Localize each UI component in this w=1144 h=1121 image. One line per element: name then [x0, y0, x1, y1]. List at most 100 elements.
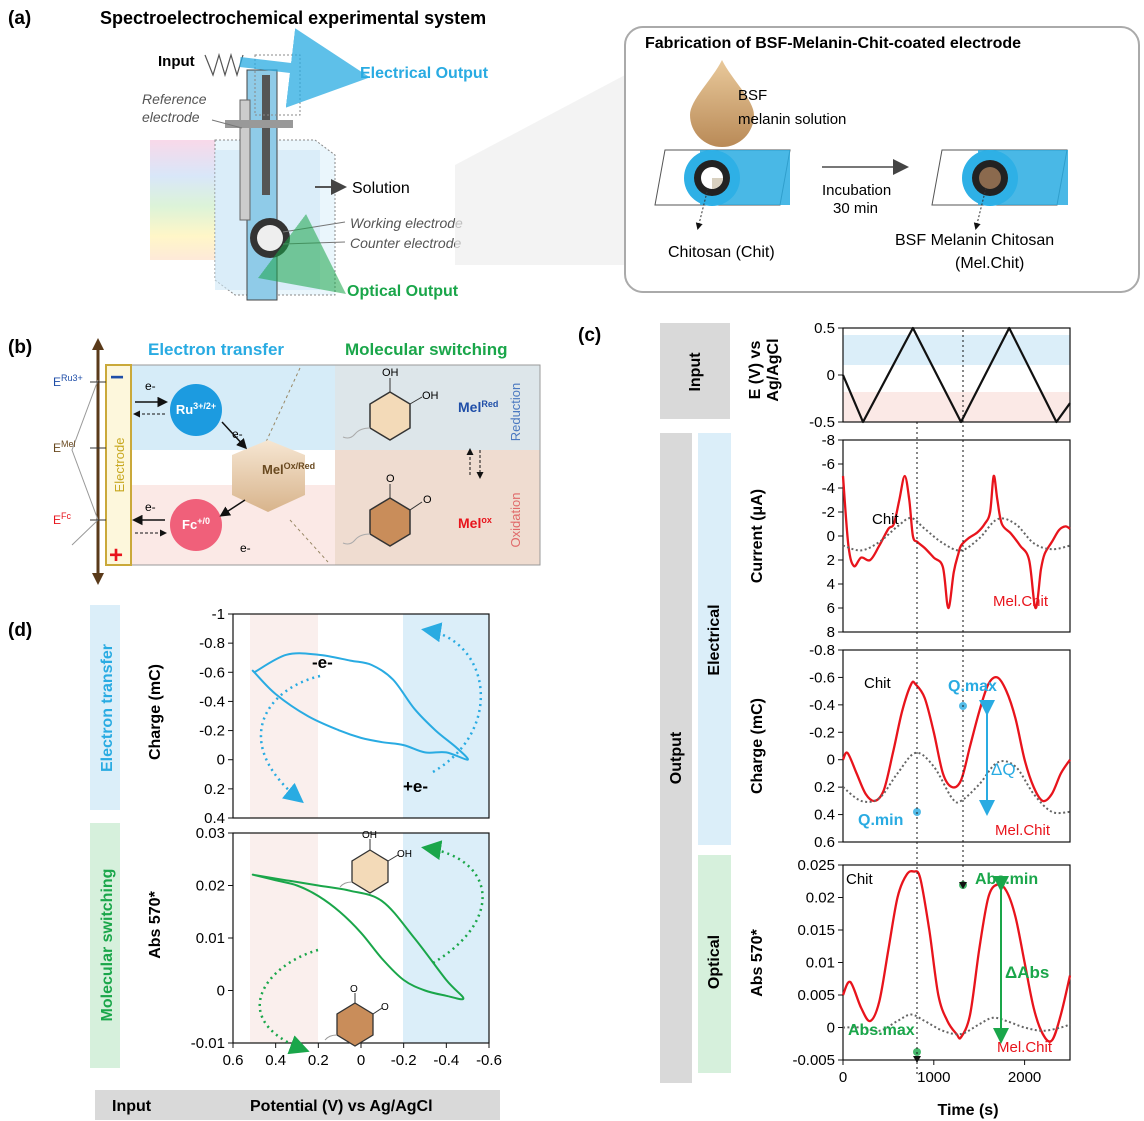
c-guide-arrow-1	[913, 1056, 921, 1063]
d-charge-ytick-label-5: -0.6	[199, 664, 225, 681]
oxidation-band-right	[335, 450, 540, 565]
oxidation-label: Oxidation	[508, 493, 523, 548]
ru-mediator-circle	[170, 384, 222, 436]
e-mel-label: EMel	[53, 439, 76, 455]
d-charge-ytick-label-3: -0.2	[199, 723, 225, 740]
c-charge-ytick-label-0: 0.6	[814, 834, 835, 851]
callout-wedge	[455, 75, 625, 265]
electrode-lead	[262, 75, 270, 195]
mel-ox-label: Melox	[458, 515, 492, 531]
d-input-bar	[95, 1090, 500, 1120]
c-ylabel-e-1: E (V) vs	[747, 341, 764, 400]
input-side-box	[660, 323, 730, 419]
d-abs-xtick-label-0: 0.6	[223, 1052, 244, 1069]
c-input-ytick-label-2: 0.5	[814, 320, 835, 337]
e-minus-2: e-	[232, 427, 243, 441]
electrode-label: Electrode	[112, 438, 127, 493]
reference-label-2: electrode	[142, 109, 200, 125]
reduction-band-left	[130, 365, 335, 450]
o-label-2: O	[423, 494, 432, 506]
electron-transfer-title: Electron transfer	[148, 340, 284, 359]
panel-d-axes: 0.4 0.2 0 -0.2 -0.4 -0.6 -0.8 -1 -0.01 0 0.01 0.02 0…	[191, 606, 502, 1069]
light-spectrum	[150, 140, 220, 260]
d-molecular-switching-label: Molecular switching	[99, 869, 116, 1022]
input-wave-icon	[204, 52, 244, 78]
panel-c-axes: -0.5 0 0.5 8 6 4 2 0 -2 -4 -6 -8 0.6 0.4 0.2 0 -0.2 -0.4 -…	[792, 320, 1071, 1086]
d-ylabel-charge: Charge (mC)	[147, 664, 164, 760]
catechol-structure-icon	[342, 378, 423, 441]
solution-label: Solution	[352, 180, 410, 197]
d-o-label-1: O	[350, 984, 358, 995]
c-current-ytick-label-7: -6	[822, 456, 835, 473]
electrical-output-label: Electrical Output	[360, 65, 489, 82]
e-minus-1: e-	[145, 379, 156, 393]
c-input-label: Input	[687, 352, 704, 392]
d-electron-transfer-label: Electron transfer	[99, 644, 116, 772]
fc-mediator-circle	[170, 499, 222, 551]
c-charge-ytick-label-3: 0	[827, 752, 835, 769]
minus-sign: −	[110, 364, 124, 391]
c-current-series-mel-chit	[841, 474, 1071, 610]
d-charge-ytick-label-6: -0.8	[199, 635, 225, 652]
panel-a-label: (a)	[8, 8, 31, 29]
d-red-band-bottom	[403, 833, 489, 1043]
d-abs-xtick-label-1: 0.4	[265, 1052, 286, 1069]
panel-c-label: (c)	[578, 325, 601, 346]
d-oh-label-1: OH	[362, 830, 377, 841]
abs-max-label: Abs.max	[848, 1022, 915, 1039]
e-minus-4: e-	[240, 541, 251, 555]
chitosan-label: Chitosan (Chit)	[668, 244, 775, 261]
c-charge-series-chit	[842, 751, 1071, 815]
c-abs-xtick-label-2: 2000	[1008, 1069, 1041, 1086]
bsf-chitosan-label-2: (Mel.Chit)	[955, 255, 1024, 272]
d-abs-ytick-label-1: 0	[217, 983, 225, 1000]
c-input-ytick-label-1: 0	[827, 367, 835, 384]
c-charge-frame	[842, 649, 1071, 843]
c-current-ytick-label-3: 2	[827, 552, 835, 569]
c-charge-ytick-label-6: -0.6	[809, 669, 835, 686]
melanin-hexagon	[232, 440, 305, 512]
input-label: Input	[158, 53, 195, 70]
d-abs-xtick-label-3: 0	[357, 1052, 365, 1069]
oh-label-2: OH	[422, 390, 439, 402]
counter-electrode-label: Counter electrode	[350, 235, 462, 251]
reduction-band-right	[335, 365, 540, 450]
bsf-label-1: BSF	[738, 87, 767, 104]
c-optical-label: Optical	[706, 935, 723, 989]
c-input-ytick-label-0: -0.5	[809, 414, 835, 431]
d-abs-xtick-label-6: -0.6	[476, 1052, 502, 1069]
melanin-drop-icon	[690, 60, 754, 147]
d-abs-arrow-right	[421, 840, 484, 965]
c-melchit-label-current: Mel.Chit	[993, 593, 1049, 610]
d-abs-xtick-label-5: -0.4	[433, 1052, 459, 1069]
d-charge-series-line	[251, 652, 469, 761]
e-fc-label: EFc	[53, 511, 72, 527]
incubation-label-1: Incubation	[822, 182, 891, 199]
c-current-ytick-label-4: 0	[827, 528, 835, 545]
d-charge-ytick-label-0: 0.4	[204, 810, 225, 827]
panel-c-marks	[841, 326, 1072, 1056]
panel-d: (d) Electron transfer Molecular switchin…	[8, 605, 502, 1120]
d-abs-ytick-label-0: -0.01	[191, 1035, 225, 1052]
oh-label-1: OH	[382, 367, 399, 379]
c-ylabel-e-2: Ag/AgCl	[765, 338, 782, 401]
e-ru-label: ERu3+	[53, 373, 83, 389]
c-abs-ytick-label-2: 0.005	[797, 987, 835, 1004]
d-abs-arrow-left	[258, 948, 319, 1055]
molecular-switching-title: Molecular switching	[345, 340, 507, 359]
working-electrode-disc	[257, 225, 283, 251]
c-abs-ytick-label-6: 0.025	[797, 857, 835, 874]
panel-d-label: (d)	[8, 620, 32, 641]
incubation-label-2: 30 min	[833, 200, 878, 217]
c-charge-ytick-label-5: -0.4	[809, 697, 835, 714]
d-ylabel-abs: Abs 570*	[147, 890, 164, 958]
d-charge-ytick-label-1: 0.2	[204, 781, 225, 798]
c-ylabel-current: Current (μA)	[749, 489, 766, 583]
c-abs-ytick-label-4: 0.015	[797, 922, 835, 939]
fc-label: Fc+/0	[182, 516, 210, 532]
electrical-output-arrow	[239, 28, 370, 108]
minus-e-label: -e-	[312, 653, 333, 672]
electrical-side-box	[698, 433, 731, 845]
c-current-ytick-label-5: -2	[822, 504, 835, 521]
fabrication-box	[624, 26, 1140, 293]
